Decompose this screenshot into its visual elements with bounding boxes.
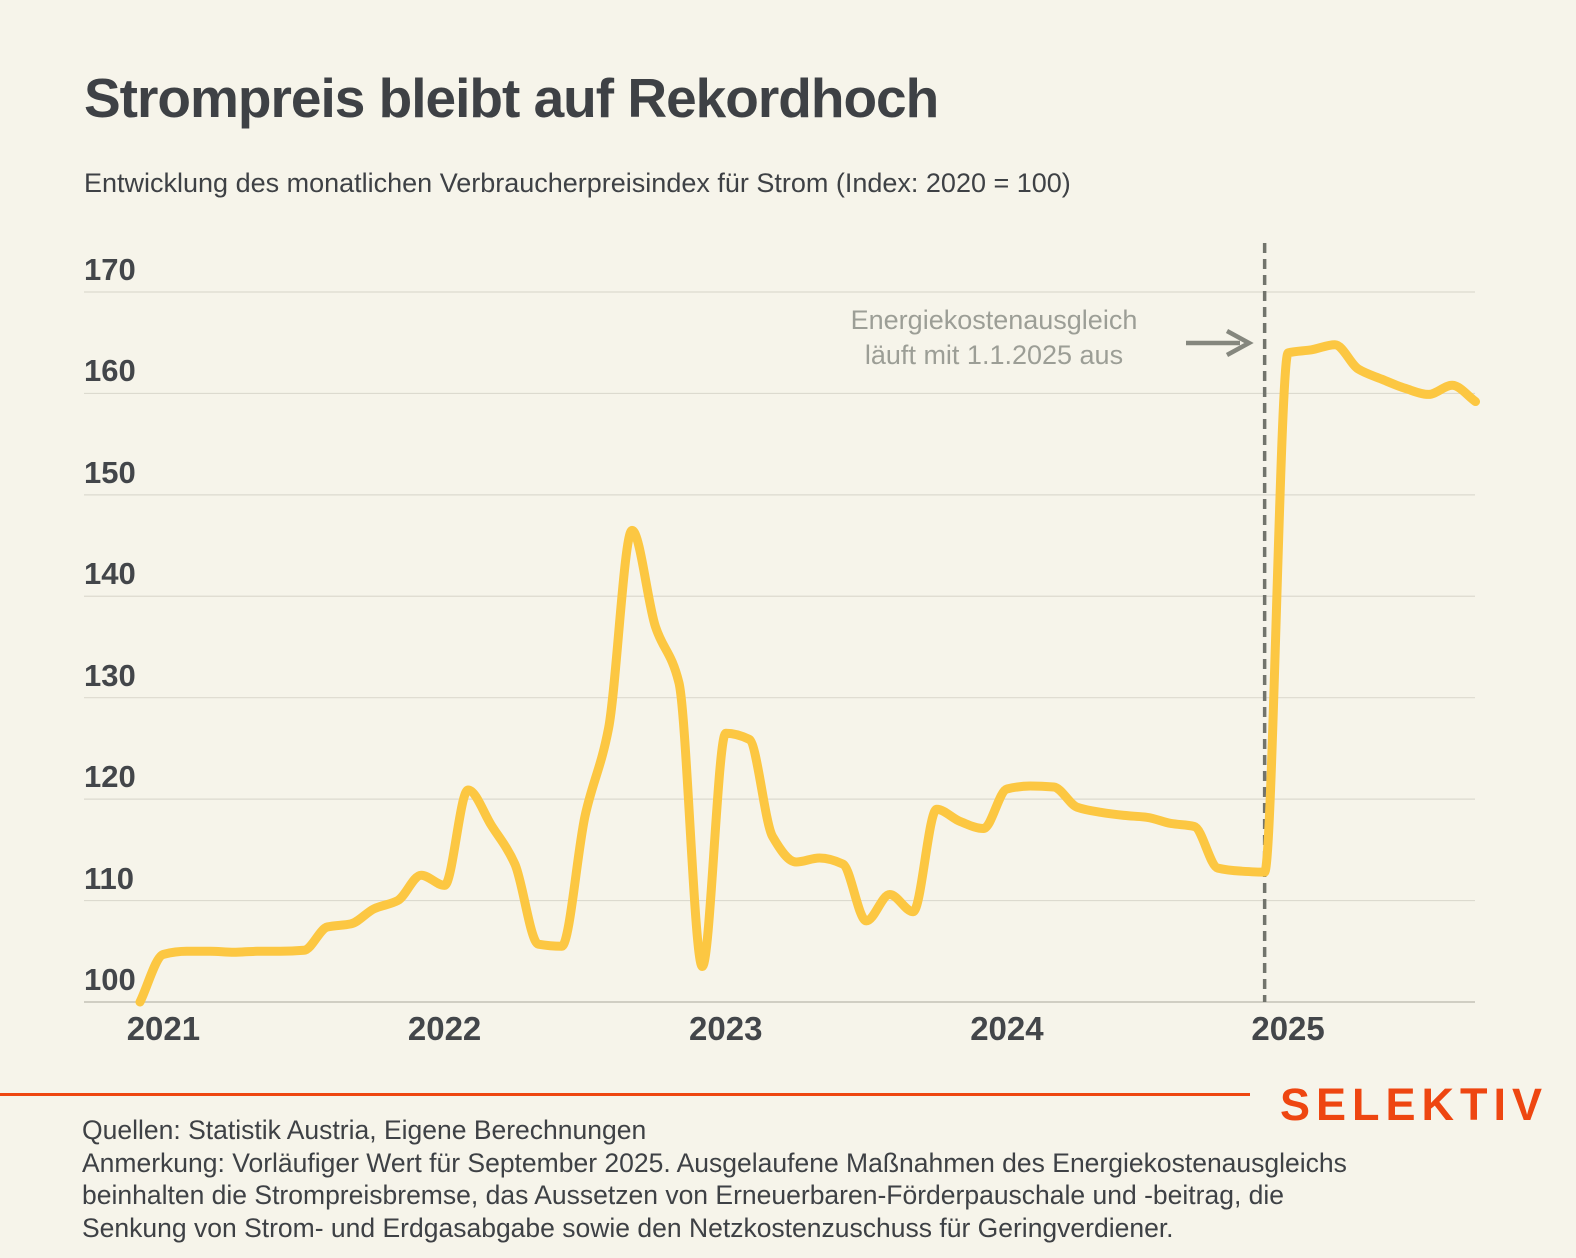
footer-text: Quellen: Statistik Austria, Eigene Berec…: [82, 1114, 1347, 1244]
y-axis-label: 100: [84, 962, 136, 997]
annotation-line-2: läuft mit 1.1.2025 aus: [864, 340, 1124, 370]
brand-logo: SELEKTIV: [1279, 1079, 1548, 1130]
brand-rule: [0, 1093, 1250, 1096]
y-axis-label: 120: [84, 759, 136, 795]
page-subtitle: Entwicklung des monatlichen Verbraucherp…: [84, 168, 1071, 198]
y-axis-label: 110: [84, 860, 135, 896]
note-line-3: Senkung von Strom- und Erdgasabgabe sowi…: [82, 1212, 1174, 1243]
annotation-line-1: Energiekostenausgleich: [850, 305, 1138, 335]
source-line: Quellen: Statistik Austria, Eigene Berec…: [82, 1115, 647, 1145]
x-axis-label: 2023: [689, 1010, 763, 1047]
note-line-1: Anmerkung: Vorläufiger Wert für Septembe…: [82, 1147, 1347, 1178]
y-axis-label: 160: [84, 353, 136, 389]
annotation-arrow-head-icon: [1225, 329, 1254, 357]
x-axis-label: 2024: [970, 1010, 1044, 1047]
price-line: [135, 340, 1481, 1007]
y-axis-label: 140: [84, 556, 136, 592]
chart-annotation: Energiekostenausgleich läuft mit 1.1.202…: [804, 303, 1184, 373]
page-title: Strompreis bleibt auf Rekordhoch: [84, 67, 939, 129]
y-axis-label: 150: [84, 454, 136, 490]
y-axis-label: 170: [84, 251, 136, 287]
x-axis-label: 2022: [407, 1010, 482, 1047]
x-axis-label: 2021: [126, 1010, 201, 1047]
note-line-2: beinhalten die Strompreisbremse, das Aus…: [82, 1180, 1285, 1210]
y-axis-label: 130: [84, 657, 136, 693]
x-axis-label: 2025: [1251, 1010, 1325, 1047]
